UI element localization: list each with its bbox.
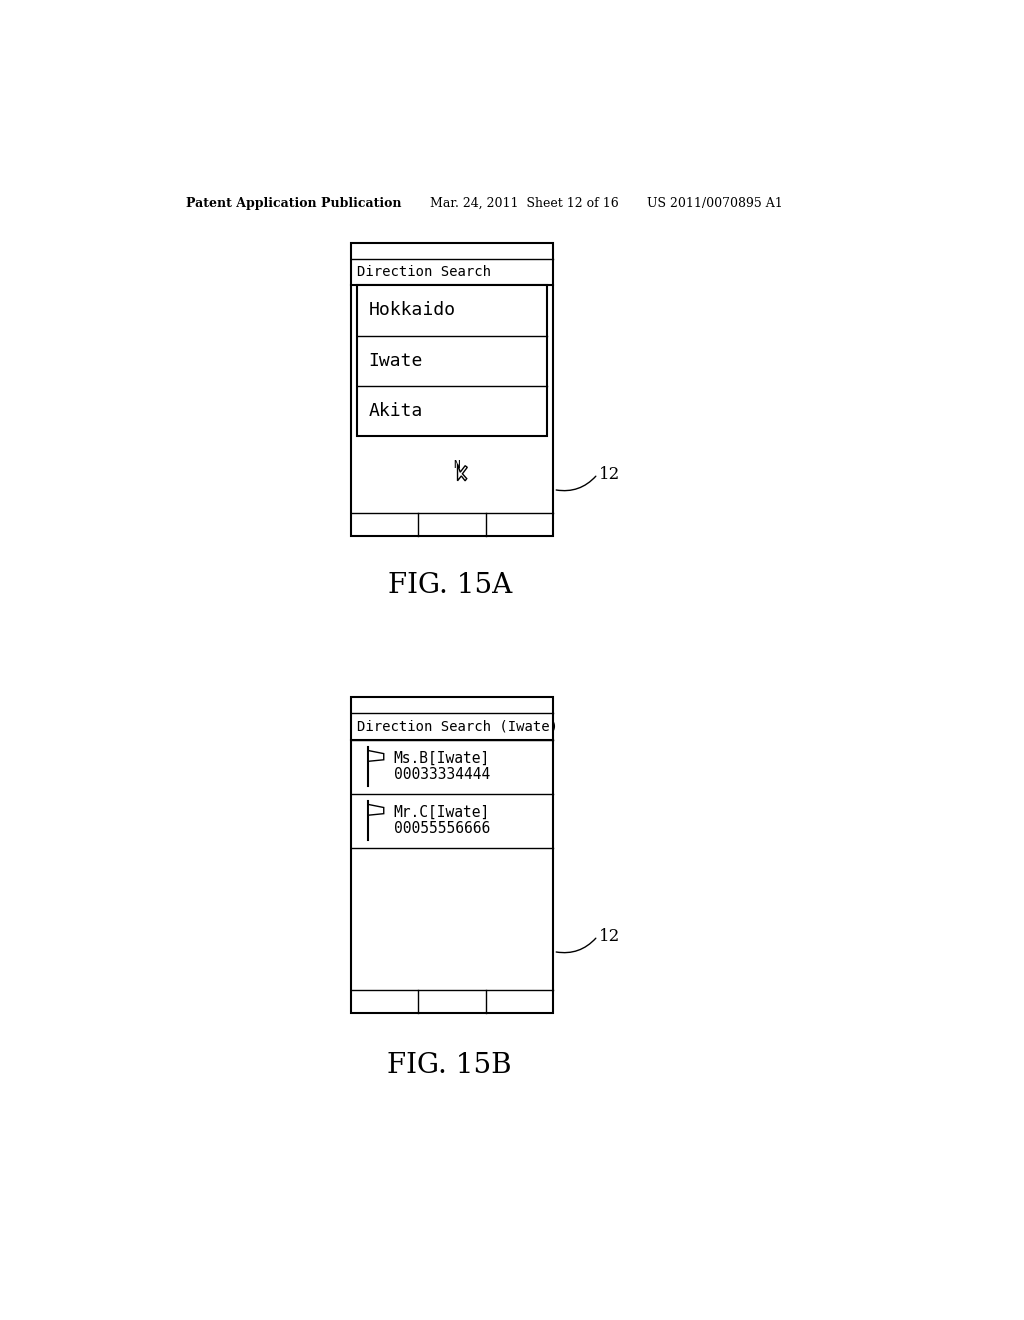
Text: Ms.B[Iwate]: Ms.B[Iwate] xyxy=(394,751,490,766)
Text: Akita: Akita xyxy=(369,401,423,420)
Text: 00033334444: 00033334444 xyxy=(394,767,490,783)
Text: Direction Search (Iwate): Direction Search (Iwate) xyxy=(356,719,558,734)
Text: FIG. 15B: FIG. 15B xyxy=(387,1052,512,1078)
Polygon shape xyxy=(369,804,384,816)
Text: Hokkaido: Hokkaido xyxy=(369,301,456,319)
Bar xyxy=(357,285,547,436)
Bar xyxy=(351,243,553,536)
Polygon shape xyxy=(369,751,384,762)
Text: N: N xyxy=(453,461,460,470)
Text: 12: 12 xyxy=(599,928,621,945)
Text: Patent Application Publication: Patent Application Publication xyxy=(186,197,401,210)
Text: Mr.C[Iwate]: Mr.C[Iwate] xyxy=(394,805,490,820)
Bar xyxy=(351,697,553,1014)
Text: 12: 12 xyxy=(599,466,621,483)
Text: FIG. 15A: FIG. 15A xyxy=(387,573,512,599)
Text: Direction Search: Direction Search xyxy=(356,265,490,279)
Text: 00055556666: 00055556666 xyxy=(394,821,490,836)
Polygon shape xyxy=(458,465,467,480)
Text: Mar. 24, 2011  Sheet 12 of 16: Mar. 24, 2011 Sheet 12 of 16 xyxy=(430,197,618,210)
Text: US 2011/0070895 A1: US 2011/0070895 A1 xyxy=(647,197,783,210)
Text: Iwate: Iwate xyxy=(369,351,423,370)
